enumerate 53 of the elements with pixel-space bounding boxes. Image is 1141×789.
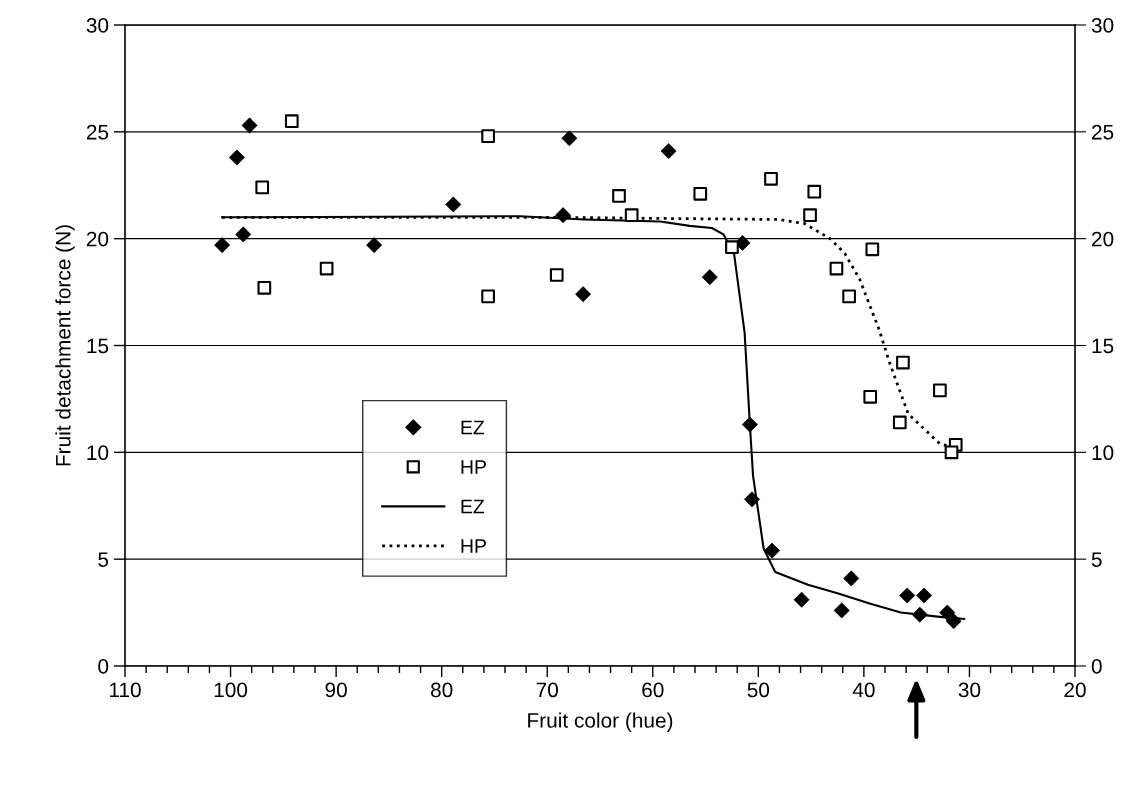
point xyxy=(481,129,495,143)
x-tick-label: 20 xyxy=(1064,682,1086,698)
x-axis-title: Fruit color (hue) xyxy=(528,712,673,732)
point xyxy=(807,184,822,199)
x-tick-label: 90 xyxy=(325,682,347,698)
point xyxy=(944,445,959,460)
point xyxy=(319,261,334,276)
point xyxy=(549,268,564,282)
x-tick-label: 110 xyxy=(109,682,141,698)
point xyxy=(624,208,639,223)
point xyxy=(284,114,299,128)
point xyxy=(612,189,626,203)
y-tick-label: 15 xyxy=(87,338,109,354)
x-tick-label: 30 xyxy=(958,682,981,698)
point xyxy=(764,542,781,559)
y-tick-label: 25 xyxy=(86,124,109,140)
point xyxy=(764,171,778,186)
y2-tick-label: 15 xyxy=(1092,338,1114,354)
point xyxy=(481,289,495,304)
y2-tick-label: 10 xyxy=(1092,445,1114,461)
y-tick-label: 10 xyxy=(87,445,109,461)
y-axis-title: Fruit detachment force (N) xyxy=(55,225,75,466)
y-tick-label: 5 xyxy=(98,552,109,567)
point xyxy=(865,242,880,257)
legend-label: EZ xyxy=(461,420,485,435)
point xyxy=(896,355,910,370)
point xyxy=(803,208,817,223)
x-tick-label: 70 xyxy=(536,682,558,698)
point xyxy=(829,261,844,276)
point xyxy=(842,289,856,304)
point xyxy=(863,389,878,404)
y2-tick-label: 20 xyxy=(1092,231,1114,247)
point xyxy=(255,180,270,195)
x-tick-label: 40 xyxy=(852,682,875,698)
point xyxy=(725,240,739,255)
point xyxy=(933,383,947,398)
point xyxy=(892,415,907,430)
legend-label: EZ xyxy=(461,499,485,514)
x-tick-label: 100 xyxy=(214,682,248,698)
x-tick-label: 80 xyxy=(430,682,453,698)
y2-tick-label: 0 xyxy=(1091,659,1102,674)
y2-tick-label: 25 xyxy=(1092,124,1114,140)
y-tick-label: 0 xyxy=(98,659,109,674)
y2-tick-label: 5 xyxy=(1091,552,1102,567)
y2-tick-label: 30 xyxy=(1091,18,1114,33)
x-tick-label: 50 xyxy=(747,682,770,698)
legend-label: HP xyxy=(461,460,486,474)
legend-label: HP xyxy=(461,539,486,553)
y-tick-label: 20 xyxy=(86,231,109,247)
y-tick-label: 30 xyxy=(86,18,109,33)
point xyxy=(257,280,272,295)
point xyxy=(693,186,708,201)
x-tick-label: 60 xyxy=(642,682,664,698)
